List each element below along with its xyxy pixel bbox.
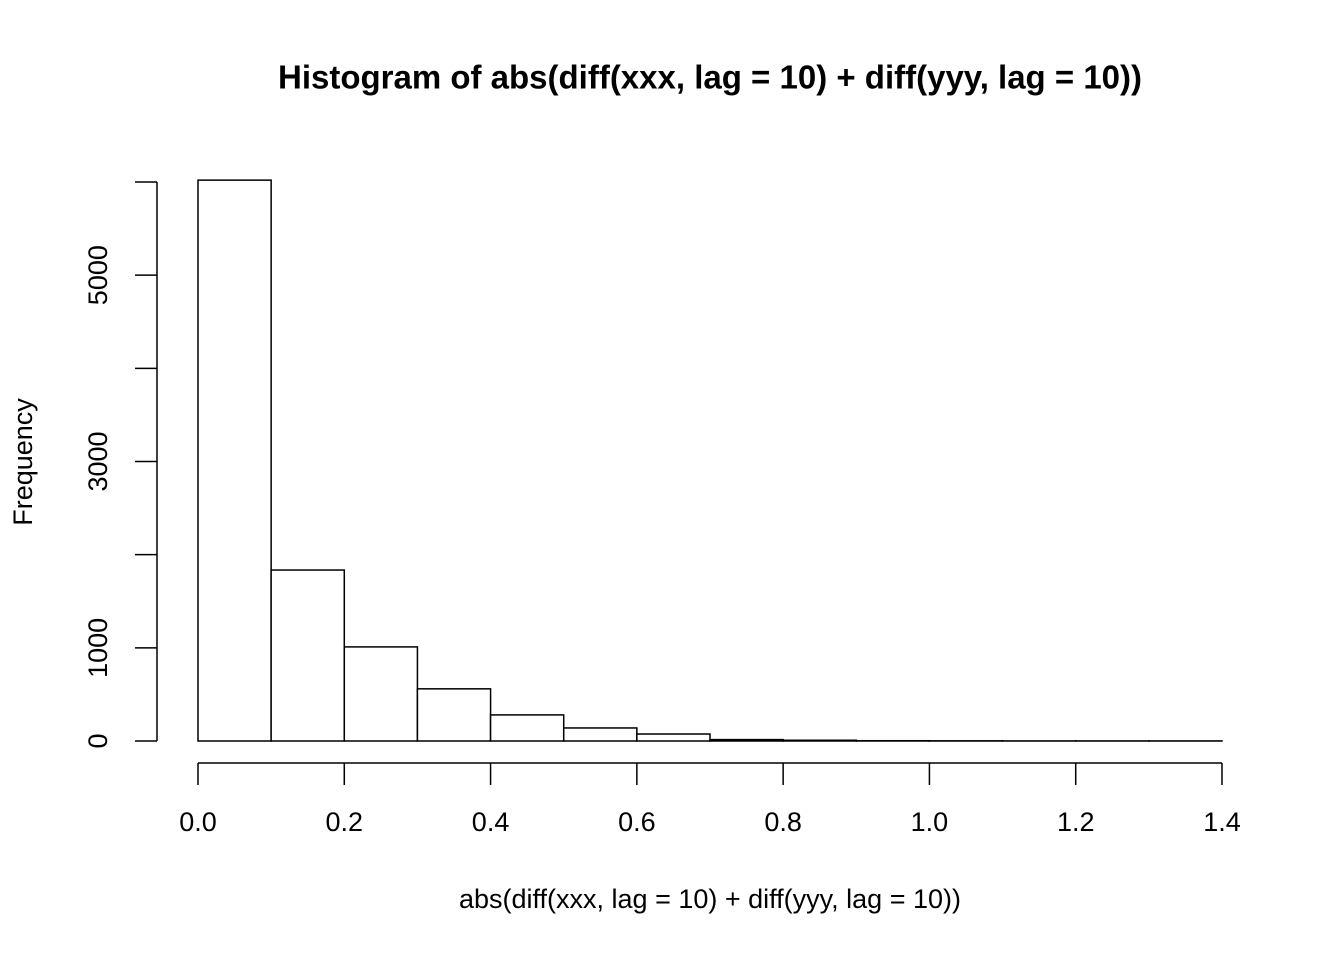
bar xyxy=(343,646,419,742)
x-tick-label: 1.0 xyxy=(911,807,949,837)
x-tick-label: 0.6 xyxy=(618,807,656,837)
bar xyxy=(636,733,711,742)
x-tick-label: 0.4 xyxy=(472,807,510,837)
x-tick-label: 0.0 xyxy=(179,807,217,837)
bar xyxy=(197,179,272,742)
y-tick-label: 5000 xyxy=(83,245,113,305)
bar xyxy=(562,727,638,742)
x-tick-label: 1.2 xyxy=(1057,807,1095,837)
bar xyxy=(416,688,492,742)
bar xyxy=(270,569,346,742)
bar xyxy=(489,714,565,742)
chart-title: Histogram of abs(diff(xxx, lag = 10) + d… xyxy=(278,59,1142,96)
bar xyxy=(782,739,858,742)
x-axis-label: abs(diff(xxx, lag = 10) + diff(yyy, lag … xyxy=(459,884,961,914)
x-tick-label: 1.4 xyxy=(1203,807,1241,837)
bar xyxy=(709,738,784,742)
y-tick-label: 1000 xyxy=(83,618,113,678)
x-tick-label: 0.2 xyxy=(326,807,364,837)
x-tick-label: 0.8 xyxy=(764,807,802,837)
y-tick-label: 0 xyxy=(83,733,113,748)
y-tick-label: 3000 xyxy=(83,431,113,491)
y-axis-label: Frequency xyxy=(8,398,38,526)
